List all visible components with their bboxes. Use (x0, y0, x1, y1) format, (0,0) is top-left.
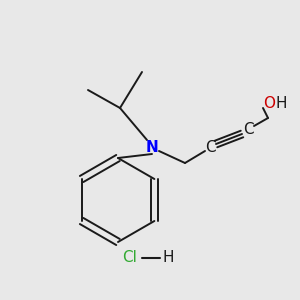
Text: N: N (146, 140, 158, 155)
Text: Cl: Cl (123, 250, 137, 266)
Text: C: C (205, 140, 215, 155)
Text: O: O (263, 97, 275, 112)
Text: H: H (275, 97, 287, 112)
Text: C: C (243, 122, 253, 137)
Text: H: H (162, 250, 174, 266)
